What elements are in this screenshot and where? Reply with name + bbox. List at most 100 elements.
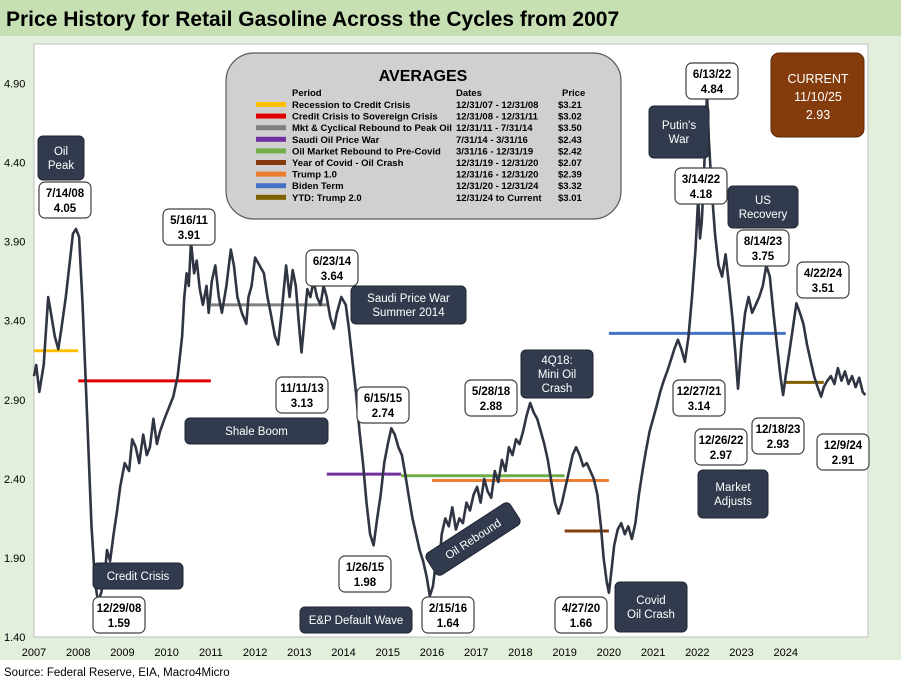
average-dates: 12/31/08 - 12/31/11 <box>456 112 539 123</box>
x-tick-label: 2010 <box>154 647 178 659</box>
y-axis: 1.40 1.90 2.40 2.90 3.40 3.90 4.40 4.90 <box>4 79 25 644</box>
legend-swatch <box>256 113 286 119</box>
current-box-bg <box>770 52 865 138</box>
point-label-value: 4.05 <box>54 203 77 215</box>
callout-text: Mini Oil <box>538 369 576 381</box>
callout-box <box>184 417 329 445</box>
average-dates: 12/31/20 - 12/31/24 <box>456 181 539 192</box>
point-label-value: 3.51 <box>812 283 835 295</box>
point-label-box <box>464 379 518 417</box>
callout-text: Peak <box>48 160 74 172</box>
average-period: Credit Crisis to Sovereign Crisis <box>292 112 438 123</box>
point-label-value: 2.91 <box>832 455 855 467</box>
point-label-value: 2.93 <box>767 439 789 451</box>
point-label-box <box>92 596 146 634</box>
callout-box <box>648 105 710 159</box>
y-tick-label: 4.40 <box>4 158 25 170</box>
callout: Market Adjusts <box>697 469 769 519</box>
callout: Credit Crisis <box>92 562 184 590</box>
point-label-box <box>816 433 870 471</box>
current-date: 11/10/25 <box>794 90 842 104</box>
average-period: Trump 1.0 <box>292 170 337 181</box>
x-tick-label: 2024 <box>774 647 798 659</box>
x-tick-label: 2018 <box>508 647 532 659</box>
x-tick-label: 2013 <box>287 647 311 659</box>
callout-text: E&P Default Wave <box>309 615 404 627</box>
y-tick-label: 3.90 <box>4 237 25 249</box>
point-label-box <box>275 376 329 414</box>
averages-panel: AVERAGES Period Dates Price Recession to… <box>225 52 622 220</box>
x-tick-label: 2011 <box>199 647 223 659</box>
average-price: $3.21 <box>558 100 582 111</box>
callout-text: Covid <box>636 595 665 607</box>
y-tick-label: 2.90 <box>4 395 25 407</box>
point-label-value: 1.64 <box>437 618 460 630</box>
legend-swatch <box>256 183 286 189</box>
callout: Shale Boom <box>184 417 329 445</box>
legend-swatch <box>256 148 286 154</box>
y-tick-label: 1.40 <box>4 632 25 644</box>
point-label-box <box>685 62 739 100</box>
point-label-box <box>736 229 790 267</box>
legend-swatch <box>256 194 286 200</box>
averages-rows: Recession to Credit Crisis 12/31/07 - 12/… <box>256 100 582 204</box>
callout-text: Summer 2014 <box>372 307 445 319</box>
point-label-date: 6/15/15 <box>364 393 403 405</box>
x-tick-label: 2023 <box>729 647 753 659</box>
current-value: 2.93 <box>806 108 830 122</box>
point-label-date: 7/14/08 <box>46 188 85 200</box>
callout-box <box>299 606 413 634</box>
callout: US Recovery <box>727 185 799 229</box>
callout-box <box>520 349 594 399</box>
x-tick-label: 2007 <box>22 647 46 659</box>
point-label-value: 3.64 <box>321 271 344 283</box>
x-tick-label: 2019 <box>552 647 576 659</box>
point-label-box <box>674 167 728 205</box>
source-note: Source: Federal Reserve, EIA, Macro4Micr… <box>4 667 230 679</box>
callout: Saudi Price War Summer 2014 <box>350 285 467 325</box>
averages-header-dates: Dates <box>456 88 482 99</box>
average-period: Biden Term <box>292 181 344 192</box>
legend-swatch <box>256 136 286 142</box>
point-label-value: 1.59 <box>108 618 130 630</box>
current-box: CURRENT 11/10/25 2.93 <box>770 52 865 138</box>
x-tick-label: 2016 <box>420 647 444 659</box>
point-label-value: 2.88 <box>480 401 503 413</box>
average-dates: 12/31/24 to Current <box>456 193 542 204</box>
averages-title: AVERAGES <box>379 68 468 85</box>
title-bar <box>0 0 901 36</box>
point-label-date: 6/23/14 <box>313 256 352 268</box>
average-period: Recession to Credit Crisis <box>292 100 410 111</box>
x-tick-label: 2021 <box>641 647 665 659</box>
callout-box <box>697 469 769 519</box>
callout-text: Shale Boom <box>225 426 288 438</box>
point-label-box <box>305 249 359 287</box>
average-period: Oil Market Rebound to Pre-Covid <box>292 146 441 157</box>
point-label-value: 1.98 <box>354 577 377 589</box>
gasoline-price-line <box>32 91 867 604</box>
point-label-date: 3/14/22 <box>682 174 720 186</box>
callout-box <box>92 562 184 590</box>
average-price: $3.01 <box>558 193 582 204</box>
average-price: $2.07 <box>558 158 582 169</box>
callout: E&P Default Wave <box>299 606 413 634</box>
callout: Oil Peak <box>37 135 85 181</box>
callout-text: Crash <box>542 383 573 395</box>
callout-text: Saudi Price War <box>367 293 450 305</box>
point-label-box <box>356 386 410 424</box>
average-dates: 12/31/07 - 12/31/08 <box>456 100 538 111</box>
average-dates: 12/31/11 - 7/31/14 <box>456 123 533 134</box>
point-label-box <box>796 261 850 299</box>
point-label-value: 2.74 <box>372 408 395 420</box>
point-label-value: 2.97 <box>710 450 732 462</box>
callout-box <box>614 581 688 633</box>
average-dates: 3/31/16 - 12/31/19 <box>456 146 533 157</box>
x-tick-label: 2009 <box>110 647 134 659</box>
point-label-box <box>38 181 92 219</box>
point-label-box <box>338 555 392 593</box>
x-tick-label: 2020 <box>597 647 621 659</box>
y-tick-label: 1.90 <box>4 553 25 565</box>
chart-title: Price History for Retail Gasoline Across… <box>6 8 619 31</box>
point-label-date: 12/9/24 <box>824 440 863 452</box>
